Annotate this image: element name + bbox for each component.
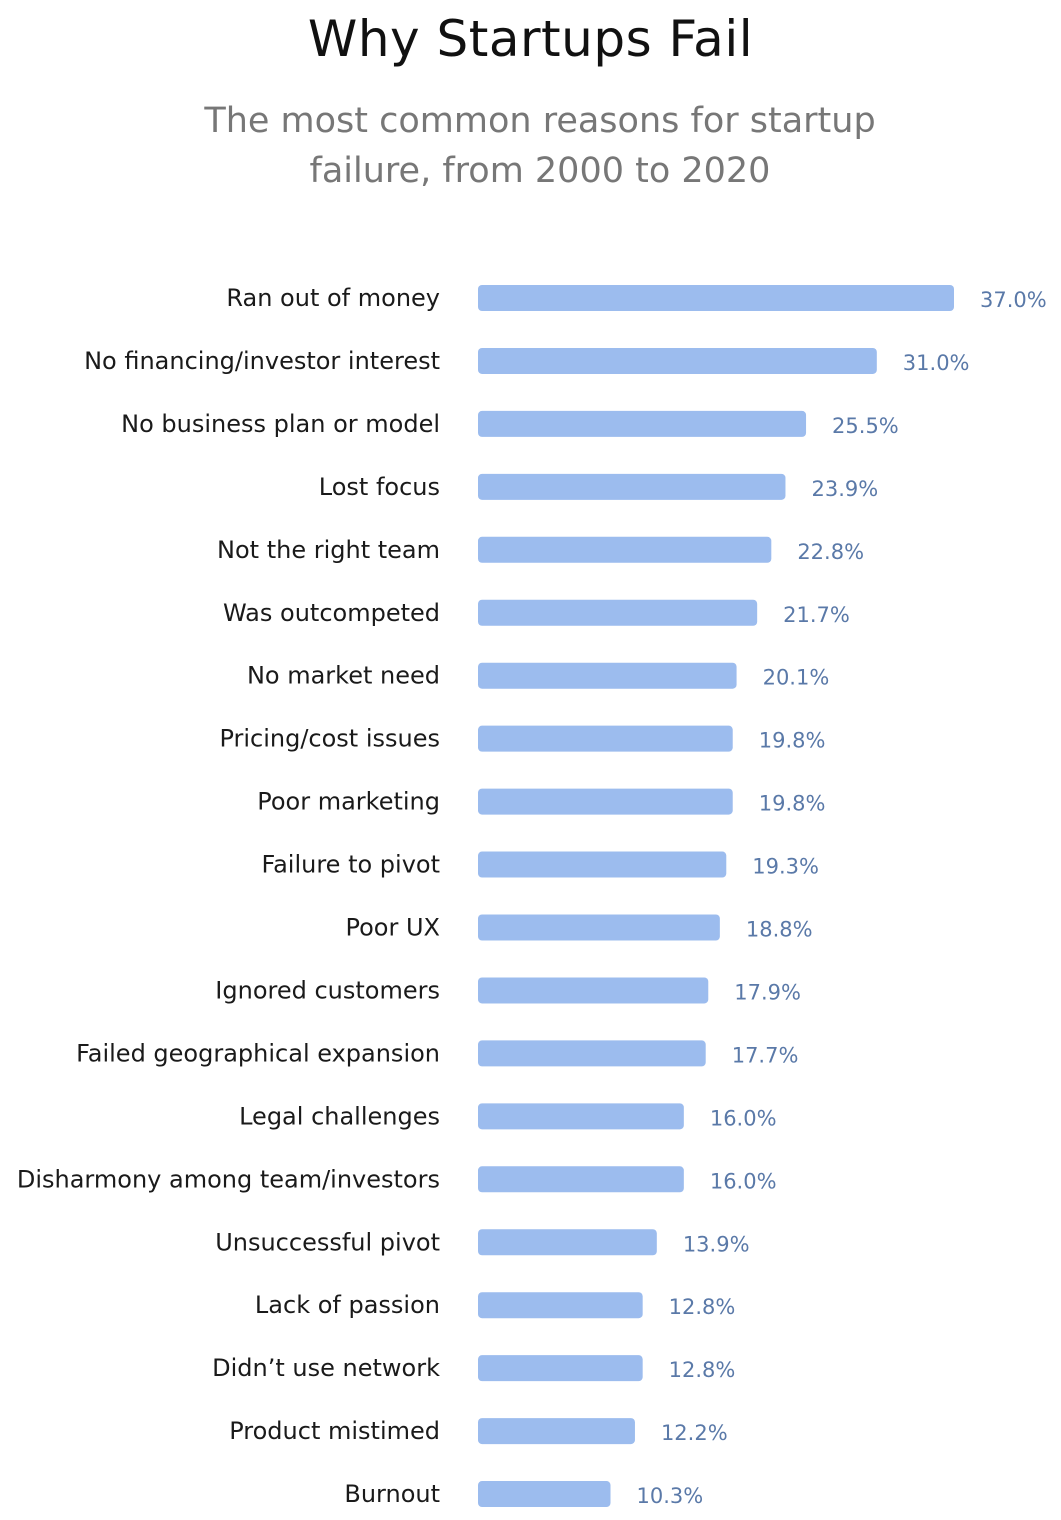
bar xyxy=(478,1481,611,1508)
value-label: 37.0% xyxy=(980,288,1047,312)
value-label: 18.8% xyxy=(746,918,813,942)
value-label: 12.8% xyxy=(669,1295,736,1319)
bar-row: Poor marketing 19.8% xyxy=(257,788,825,816)
value-label: 23.9% xyxy=(811,477,878,501)
bar-row: Unsuccessful pivot 13.9% xyxy=(215,1228,749,1256)
category-label: Disharmony among team/investors xyxy=(17,1165,440,1193)
bar-row: Ignored customers 17.9% xyxy=(215,976,801,1004)
bar xyxy=(478,662,737,689)
bar xyxy=(478,725,733,752)
bar-row: No business plan or model 25.5% xyxy=(121,410,899,438)
value-label: 25.5% xyxy=(832,414,899,438)
category-label: Product mistimed xyxy=(229,1417,440,1445)
category-label: Lack of passion xyxy=(255,1291,440,1319)
value-label: 22.8% xyxy=(797,540,864,564)
value-label: 31.0% xyxy=(903,351,970,375)
bar-row: Pricing/cost issues 19.8% xyxy=(219,725,825,753)
category-label: Ran out of money xyxy=(226,284,440,312)
bar xyxy=(478,1103,684,1130)
category-label: Pricing/cost issues xyxy=(219,725,440,753)
bar xyxy=(478,536,772,563)
bar-row: Ran out of money 37.0% xyxy=(226,284,1046,312)
category-label: Unsuccessful pivot xyxy=(215,1228,440,1256)
category-label: Legal challenges xyxy=(239,1102,440,1130)
bar-row: Failure to pivot 19.3% xyxy=(261,851,819,879)
value-label: 16.0% xyxy=(710,1169,777,1193)
bar-row: Disharmony among team/investors 16.0% xyxy=(17,1165,777,1193)
value-label: 19.8% xyxy=(759,729,826,753)
value-label: 16.0% xyxy=(710,1106,777,1130)
category-label: Didn’t use network xyxy=(212,1354,440,1382)
chart-subtitle: The most common reasons for startup fail… xyxy=(204,101,876,191)
value-label: 12.2% xyxy=(661,1421,728,1445)
bar-row: Lack of passion 12.8% xyxy=(255,1291,735,1319)
bar-row: No market need 20.1% xyxy=(247,662,829,690)
value-label: 10.3% xyxy=(637,1484,704,1508)
value-label: 21.7% xyxy=(783,603,850,627)
bar-row: Was outcompeted 21.7% xyxy=(223,599,850,627)
bar xyxy=(478,410,807,437)
bar-row: Lost focus 23.9% xyxy=(319,473,878,501)
category-label: Burnout xyxy=(344,1480,440,1508)
category-label: Failed geographical expansion xyxy=(76,1039,440,1067)
chart-title: Why Startups Fail xyxy=(307,10,754,68)
bar xyxy=(478,788,733,815)
category-label: No business plan or model xyxy=(121,410,440,438)
value-label: 19.8% xyxy=(759,792,826,816)
bar xyxy=(478,1166,684,1193)
bar-row: Not the right team 22.8% xyxy=(217,536,864,564)
bar-row: Product mistimed 12.2% xyxy=(229,1417,727,1445)
category-label: Was outcompeted xyxy=(223,599,440,627)
bar xyxy=(478,1355,643,1382)
category-label: No market need xyxy=(247,662,440,690)
category-label: No financing/investor interest xyxy=(84,347,440,375)
bar xyxy=(478,1418,635,1445)
value-label: 17.9% xyxy=(734,980,801,1004)
bar xyxy=(478,473,786,500)
value-label: 17.7% xyxy=(732,1043,799,1067)
bar xyxy=(478,1229,657,1256)
category-label: Not the right team xyxy=(217,536,440,564)
bar xyxy=(478,1040,706,1067)
bar-row: Didn’t use network 12.8% xyxy=(212,1354,735,1382)
value-label: 20.1% xyxy=(763,666,830,690)
category-label: Lost focus xyxy=(319,473,440,501)
bar-row: Legal challenges 16.0% xyxy=(239,1102,776,1130)
bar xyxy=(478,1292,643,1319)
bar xyxy=(478,285,954,311)
bar xyxy=(478,914,720,941)
bar-row: No financing/investor interest 31.0% xyxy=(84,347,969,375)
bar xyxy=(478,599,758,626)
category-label: Ignored customers xyxy=(215,976,440,1004)
bar-row: Burnout 10.3% xyxy=(344,1480,703,1508)
value-label: 12.8% xyxy=(669,1358,736,1382)
bar-row: Poor UX 18.8% xyxy=(346,914,813,942)
bar xyxy=(478,347,877,374)
category-label: Poor marketing xyxy=(257,788,440,816)
bar xyxy=(478,851,727,878)
category-label: Failure to pivot xyxy=(261,851,440,879)
value-label: 19.3% xyxy=(752,855,819,879)
bar-row: Failed geographical expansion 17.7% xyxy=(76,1039,798,1067)
category-label: Poor UX xyxy=(346,914,441,942)
bar xyxy=(478,977,709,1004)
value-label: 13.9% xyxy=(683,1232,750,1256)
